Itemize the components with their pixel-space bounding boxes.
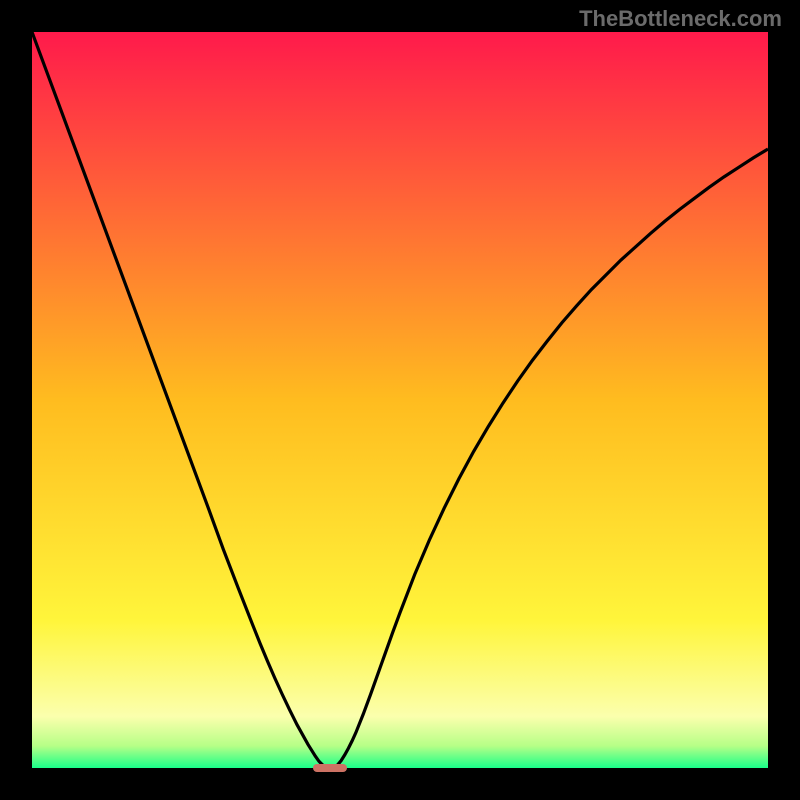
watermark-text: TheBottleneck.com: [579, 6, 782, 32]
optimal-marker: [313, 764, 347, 773]
bottleneck-curve: [32, 32, 768, 768]
chart-plot-area: [32, 32, 768, 768]
chart-svg: [32, 32, 768, 768]
